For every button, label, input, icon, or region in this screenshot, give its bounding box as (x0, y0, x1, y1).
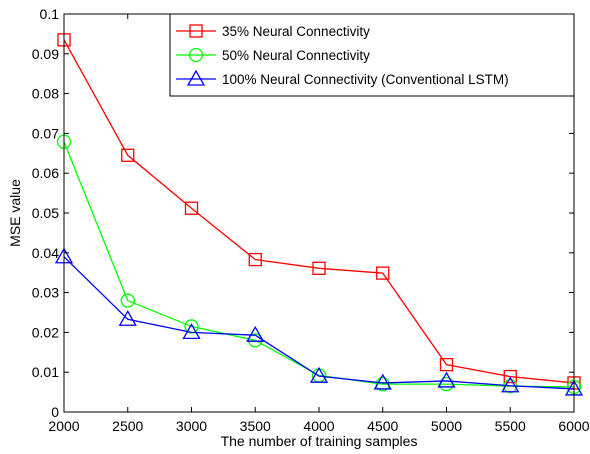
y-tick-label: 0.06 (32, 165, 59, 181)
series-line (63, 39, 575, 384)
y-tick-label: 0.07 (32, 125, 59, 141)
y-axis-title: MSE value (7, 179, 23, 247)
legend-item: 35% Neural Connectivity (176, 24, 370, 39)
data-point (439, 357, 454, 372)
legend-item: 100% Neural Connectivity (Conventional L… (176, 69, 509, 87)
legend-marker (189, 24, 203, 38)
data-point (375, 376, 390, 392)
data-point (503, 369, 517, 384)
data-point (248, 333, 263, 348)
x-tick-label: 3000 (176, 418, 207, 434)
y-tick-label: 0.04 (32, 245, 59, 261)
y-tick-label: 0.1 (40, 6, 60, 22)
data-point (118, 309, 137, 326)
y-tick-label: 0.02 (32, 324, 59, 340)
data-point (248, 252, 262, 267)
legend: 35% Neural Connectivity 50% Neural Connec… (169, 13, 575, 97)
data-point (373, 373, 392, 390)
data-point (182, 323, 201, 340)
x-axis-title: The number of training samples (221, 433, 418, 449)
legend-label: 100% Neural Connectivity (Conventional L… (222, 72, 509, 87)
legend-label: 50% Neural Connectivity (222, 48, 370, 63)
series-circle (56, 134, 582, 395)
x-tick-label: 4500 (367, 418, 398, 434)
y-tick-label: 0.09 (32, 46, 59, 62)
series-line (63, 256, 575, 390)
data-point (120, 293, 135, 308)
data-point (184, 201, 199, 215)
series-line (63, 141, 575, 388)
x-tick-label: 4000 (303, 418, 334, 434)
y-tick-label: 0.08 (32, 86, 59, 102)
data-point (121, 148, 135, 162)
data-point (501, 376, 520, 393)
y-tick-label: 0 (51, 404, 59, 420)
axes-layer: 2000 2500 3000 3500 4000 4500 5000 5500 6000 0 0.0… (32, 6, 590, 434)
series-square (57, 33, 581, 390)
series-layer (54, 33, 584, 396)
x-tick-label: 5500 (495, 418, 526, 434)
y-tick-label: 0.03 (32, 285, 59, 301)
data-point (312, 261, 326, 275)
x-tick-label: 6000 (558, 418, 589, 434)
legend-marker (186, 69, 206, 86)
data-point (376, 266, 390, 280)
x-tick-label: 3500 (240, 418, 271, 434)
data-point (437, 371, 456, 388)
x-tick-label: 2000 (48, 418, 79, 434)
y-tick-label: 0.01 (32, 364, 59, 380)
data-point (246, 325, 265, 342)
y-tick-label: 0.05 (32, 205, 59, 221)
legend-marker (188, 47, 204, 63)
data-point (309, 366, 329, 383)
x-tick-label: 2500 (112, 418, 143, 434)
legend-item: 50% Neural Connectivity (176, 47, 370, 63)
x-tick-label: 5000 (431, 418, 462, 434)
legend-label: 35% Neural Connectivity (222, 24, 370, 39)
legend-box (169, 13, 575, 97)
